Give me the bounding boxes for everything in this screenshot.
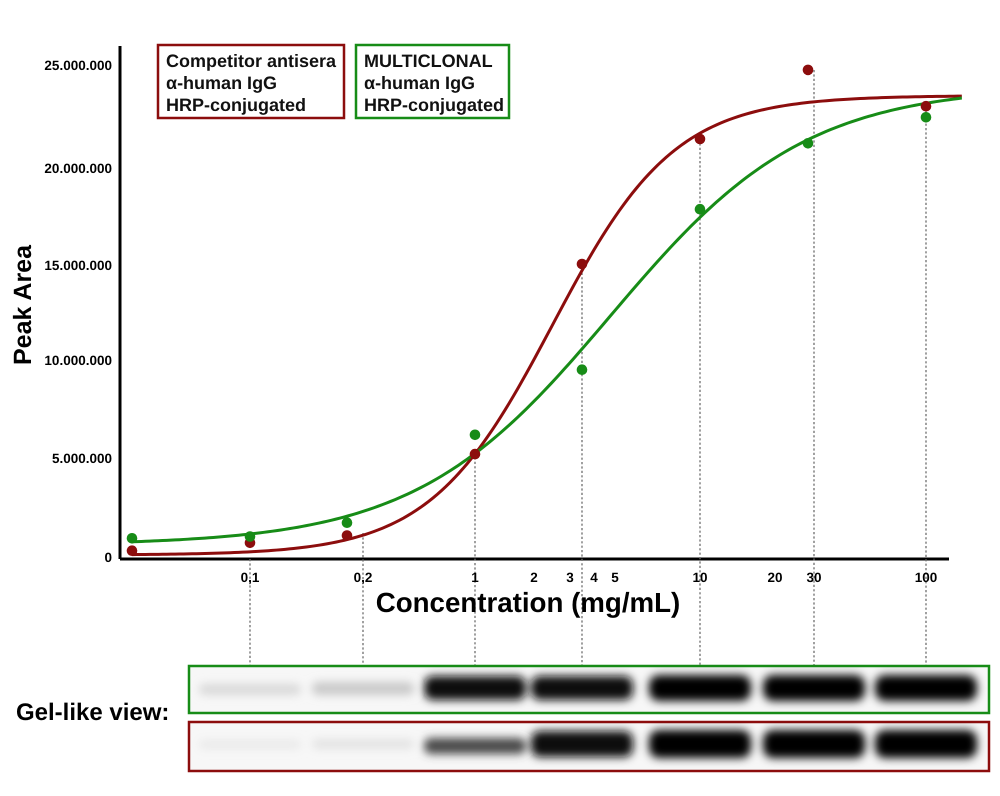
svg-text:15.000.000: 15.000.000 [44,258,112,273]
svg-text:20.000.000: 20.000.000 [44,161,112,176]
svg-text:0,2: 0,2 [354,570,373,585]
svg-text:10.000.000: 10.000.000 [44,353,112,368]
svg-text:25.000.000: 25.000.000 [44,58,112,73]
svg-text:Peak Area: Peak Area [9,244,37,365]
svg-text:3: 3 [566,570,574,585]
svg-text:Competitor antisera: Competitor antisera [166,51,337,71]
svg-text:100: 100 [915,570,938,585]
svg-text:HRP-conjugated: HRP-conjugated [364,95,504,115]
svg-text:2: 2 [530,570,538,585]
svg-text:5.000.000: 5.000.000 [52,451,112,466]
svg-text:Concentration (mg/mL): Concentration (mg/mL) [376,587,681,618]
svg-text:α-human IgG: α-human IgG [166,73,277,93]
svg-text:α-human IgG: α-human IgG [364,73,475,93]
svg-text:4: 4 [590,570,598,585]
svg-text:5: 5 [611,570,619,585]
svg-text:Gel-like view:: Gel-like view: [16,699,169,726]
svg-text:HRP-conjugated: HRP-conjugated [166,95,306,115]
svg-text:10: 10 [692,570,707,585]
svg-text:20: 20 [767,570,782,585]
svg-text:MULTICLONAL: MULTICLONAL [364,51,493,71]
svg-text:30: 30 [806,570,821,585]
svg-text:0,1: 0,1 [241,570,260,585]
svg-text:1: 1 [471,570,479,585]
svg-text:0: 0 [104,550,112,565]
